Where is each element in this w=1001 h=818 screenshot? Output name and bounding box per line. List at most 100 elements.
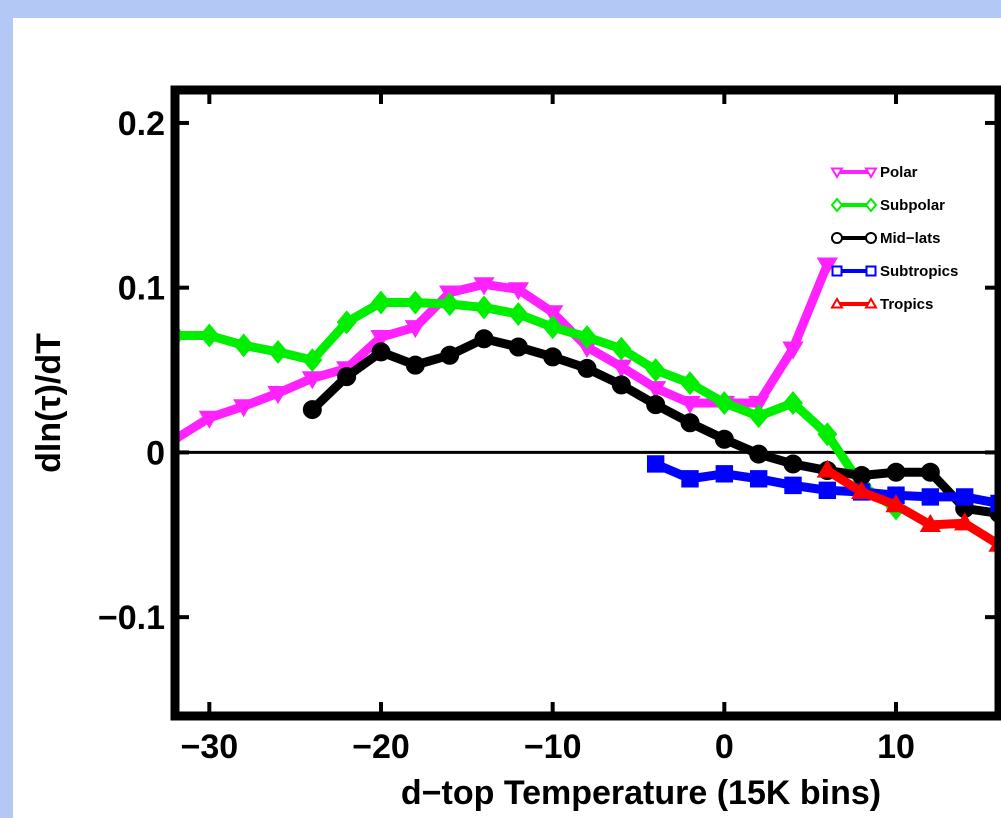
data-point [371, 290, 391, 315]
x-tick-label: −10 [524, 728, 582, 766]
data-point [302, 400, 322, 420]
legend-marker [831, 265, 843, 277]
data-point [714, 429, 734, 449]
data-point [679, 395, 701, 414]
data-point [439, 292, 460, 317]
data-point [405, 355, 425, 375]
data-point [302, 348, 323, 373]
data-point [680, 413, 700, 433]
series-4 [816, 459, 999, 552]
data-point [784, 476, 802, 495]
data-point [645, 381, 667, 400]
data-point [782, 341, 804, 360]
data-point [577, 325, 597, 350]
data-point [543, 347, 563, 367]
data-point [474, 329, 494, 349]
data-point [301, 371, 323, 390]
data-point [783, 454, 803, 474]
legend-marker [864, 197, 878, 213]
data-point [817, 422, 838, 447]
data-point [748, 404, 769, 429]
data-point [646, 395, 666, 415]
legend-label: Tropics [880, 296, 933, 313]
data-point [404, 320, 426, 339]
data-point [885, 494, 907, 513]
legend-label: Mid−lats [880, 230, 940, 247]
legend-marker [830, 297, 844, 309]
data-point [816, 257, 838, 276]
y-tick-label: 0.1 [118, 270, 165, 308]
figure: −30 −20 −10 0 10 −0.1 0 0.1 0.2 d−top Temperature… [13, 18, 1001, 818]
legend-marker [865, 265, 877, 277]
y-axis-title: dln(τ)/dT [30, 333, 68, 473]
data-point [473, 277, 495, 296]
data-point [818, 481, 837, 500]
data-point [474, 295, 494, 320]
series-group [175, 257, 999, 552]
data-point [508, 302, 529, 326]
legend-marker [865, 232, 877, 244]
legend-marker [831, 232, 843, 244]
data-point [440, 345, 460, 365]
legend-label: Polar [880, 164, 918, 181]
x-tick-label: 0 [715, 728, 734, 766]
y-tick-label: 0 [146, 434, 165, 472]
data-point [954, 512, 976, 531]
x-axis-title: d−top Temperature (15K bins) [401, 774, 881, 812]
data-point [542, 305, 564, 324]
data-point [336, 310, 357, 335]
data-point [749, 470, 768, 488]
data-point [542, 315, 563, 340]
data-point [851, 480, 873, 500]
y-tick-label: −0.1 [98, 599, 165, 637]
data-point [919, 513, 941, 533]
data-point [955, 488, 974, 506]
data-point [268, 339, 288, 364]
data-point [405, 290, 426, 315]
data-point [886, 462, 906, 482]
data-point [577, 358, 597, 378]
data-point [816, 459, 838, 478]
data-point [371, 342, 391, 362]
chart: −30 −20 −10 0 10 −0.1 0 0.1 0.2 d−top Temperature… [30, 85, 1001, 812]
series-line-1 [175, 298, 901, 513]
legend-item-2: Mid−lats [831, 230, 940, 247]
legend-item-1: Subpolar [830, 197, 945, 214]
legend-marker [830, 167, 844, 179]
legend-marker [830, 197, 844, 213]
data-point [645, 358, 666, 382]
x-tick-label: −30 [180, 728, 238, 766]
data-point [611, 336, 632, 361]
data-point [198, 410, 220, 429]
data-point [681, 470, 699, 488]
data-point [199, 323, 220, 348]
legend-label: Subtropics [880, 263, 958, 280]
data-point [233, 333, 254, 358]
data-point [267, 386, 289, 405]
legend-marker [864, 297, 878, 309]
data-point [783, 391, 803, 415]
data-point [507, 282, 529, 301]
data-point [233, 399, 255, 418]
data-point [921, 488, 940, 506]
legend: Polar Subpolar Mid−lats Subtropics Tropics [830, 164, 958, 313]
legend-item-3: Subtropics [831, 263, 958, 280]
legend-item-0: Polar [830, 164, 918, 181]
data-point [920, 462, 940, 482]
data-point [680, 371, 700, 396]
data-point [749, 444, 769, 464]
data-point [508, 337, 528, 357]
plot-frame [170, 85, 1001, 721]
data-point [646, 455, 665, 473]
data-point [611, 375, 631, 395]
data-point [714, 391, 735, 415]
data-point [337, 367, 357, 387]
data-point [715, 465, 734, 483]
legend-marker [864, 167, 878, 179]
x-tick-label: −20 [352, 728, 410, 766]
data-point [748, 395, 770, 414]
legend-label: Subpolar [880, 197, 945, 214]
x-tick-label: 10 [877, 728, 915, 766]
data-point [610, 359, 632, 378]
y-tick-label: 0.2 [118, 105, 165, 143]
